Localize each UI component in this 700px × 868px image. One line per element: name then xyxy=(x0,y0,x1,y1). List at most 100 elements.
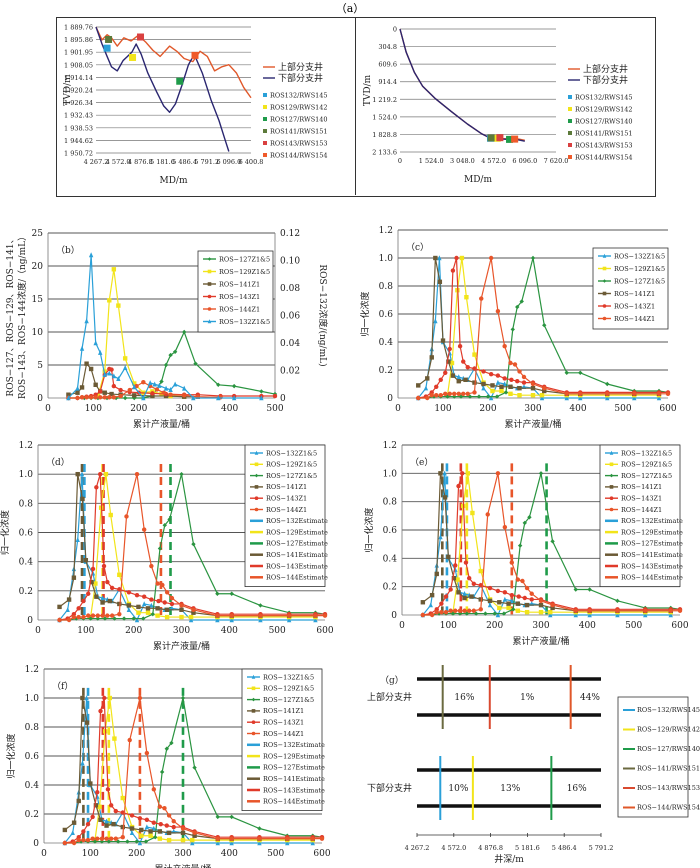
y-tick-label: 1 914.14 xyxy=(64,74,93,82)
data-point xyxy=(93,581,98,586)
data-point xyxy=(467,394,473,399)
data-point xyxy=(182,393,187,398)
data-point xyxy=(257,826,262,831)
data-point xyxy=(117,587,122,592)
data-point xyxy=(550,605,555,611)
data-point xyxy=(151,787,157,792)
data-point xyxy=(188,614,194,620)
data-point xyxy=(497,605,502,611)
tracer-marker xyxy=(487,134,495,142)
legend-label: ROS−144Z1 xyxy=(621,506,662,514)
data-point xyxy=(573,587,578,592)
x-tick-label: 5 791.2 xyxy=(589,844,614,852)
data-point xyxy=(450,268,456,273)
data-point xyxy=(437,279,443,284)
data-point xyxy=(434,571,439,577)
data-point xyxy=(215,613,220,618)
data-point xyxy=(139,833,144,838)
data-point xyxy=(446,554,451,560)
data-point xyxy=(104,836,109,841)
legend-swatch xyxy=(568,155,572,159)
x-axis-label: 井深/m xyxy=(494,853,524,865)
data-point xyxy=(113,836,119,841)
y-tick-label: 1 932.43 xyxy=(64,112,93,120)
data-point xyxy=(538,602,544,608)
legend-label: ROS−144/RWS154 xyxy=(637,804,700,812)
data-point xyxy=(108,512,113,518)
y-right-tick-label: 0.10 xyxy=(280,257,300,267)
legend-label: ROS−144Estimate xyxy=(621,574,683,582)
data-point xyxy=(433,318,438,324)
data-point xyxy=(66,392,71,397)
data-point xyxy=(215,617,220,623)
data-point xyxy=(454,255,459,261)
legend-marker xyxy=(251,686,256,691)
data-point xyxy=(172,349,178,354)
data-point xyxy=(456,379,461,384)
data-point xyxy=(171,824,176,830)
x-tick-label: 1 524.0 xyxy=(419,157,444,165)
data-point xyxy=(458,394,464,399)
data-point xyxy=(455,577,460,582)
data-point xyxy=(578,395,583,401)
data-point xyxy=(180,830,186,836)
data-point xyxy=(437,255,442,261)
data-point xyxy=(521,374,527,380)
data-point xyxy=(587,612,592,618)
panel-tag: （e） xyxy=(410,457,433,468)
data-point xyxy=(229,613,234,618)
data-point xyxy=(62,827,68,833)
data-point xyxy=(440,338,446,343)
data-point xyxy=(116,303,121,308)
data-point xyxy=(102,695,107,701)
data-point xyxy=(285,836,290,841)
data-point xyxy=(93,803,99,808)
data-point xyxy=(90,814,95,820)
data-point xyxy=(439,609,444,615)
data-point xyxy=(81,837,86,843)
data-point xyxy=(487,585,493,591)
data-point xyxy=(656,391,662,396)
data-point xyxy=(448,608,453,613)
x-tick-label: 300 xyxy=(173,626,190,636)
data-point xyxy=(75,471,80,477)
legend-marker xyxy=(207,307,212,311)
data-point xyxy=(104,823,109,828)
legend-label: 上部分支井 xyxy=(278,61,323,73)
data-point xyxy=(442,495,448,500)
legend-label: ROS−127Estimate xyxy=(266,540,328,548)
data-point xyxy=(229,591,234,596)
x-tick-label: 5 791.2 xyxy=(194,158,219,166)
data-point xyxy=(122,395,128,401)
series-line xyxy=(64,697,313,845)
data-point xyxy=(141,601,147,607)
chart-a-right: 0 304.8 609.6 914.4 1 219.2 1 524.0 1 828.8 2 1… xyxy=(363,26,633,186)
y-tick-label: 25 xyxy=(32,229,44,239)
series-line xyxy=(97,269,185,398)
data-point xyxy=(193,361,198,366)
data-point xyxy=(62,840,68,846)
y-tick-label: 0.6 xyxy=(25,752,40,762)
data-point xyxy=(615,612,620,618)
data-point xyxy=(66,395,71,401)
data-point xyxy=(141,379,146,385)
x-tick-label: 300 xyxy=(524,404,541,414)
data-point xyxy=(88,366,94,372)
data-point xyxy=(499,388,504,394)
legend-label: ROS−127Z1&5 xyxy=(219,255,270,263)
data-point xyxy=(499,384,504,389)
data-point xyxy=(137,816,143,821)
x-tick-label: 500 xyxy=(266,404,283,414)
data-point xyxy=(149,597,154,602)
data-point xyxy=(495,612,501,618)
y-tick-label: 0.2 xyxy=(19,587,33,597)
y-tick-label: 1 828.8 xyxy=(372,131,397,139)
data-point xyxy=(497,600,502,605)
legend-label: ROS−132Estimate xyxy=(263,741,325,749)
data-point xyxy=(107,395,112,400)
y-tick-label: 0 xyxy=(393,26,397,34)
data-point xyxy=(79,471,85,477)
data-point xyxy=(75,385,80,391)
data-point xyxy=(462,591,467,596)
data-point xyxy=(431,394,437,399)
